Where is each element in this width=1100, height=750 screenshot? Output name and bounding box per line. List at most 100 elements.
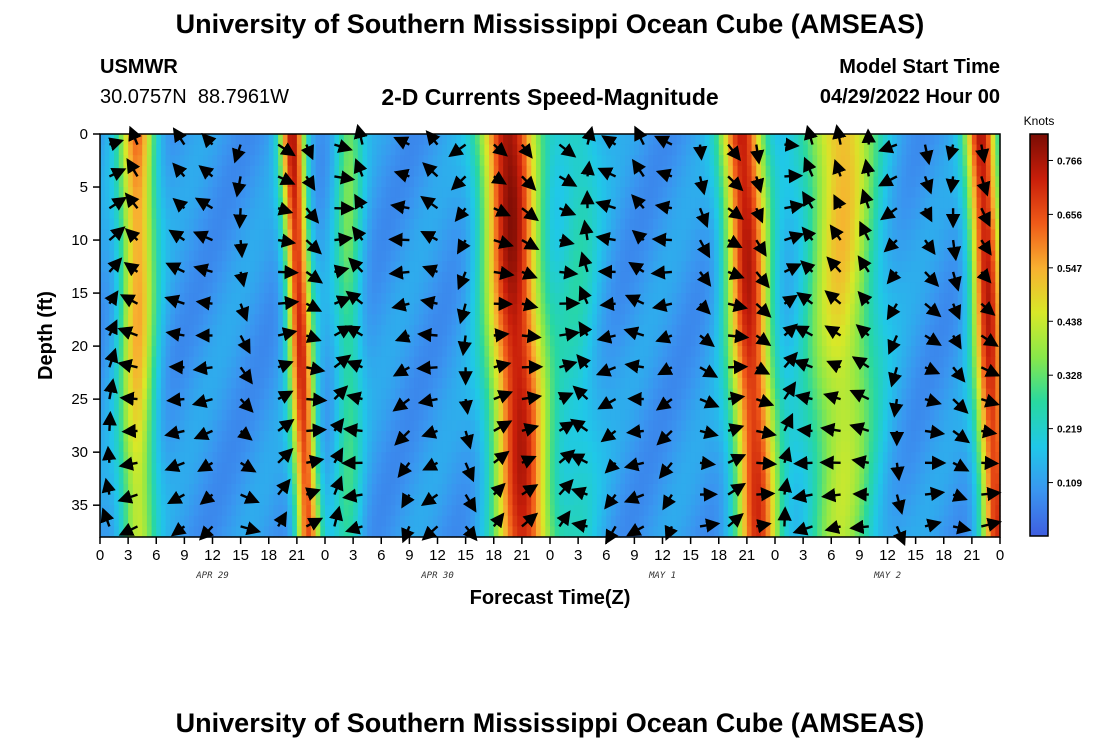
heatmap-cell [873,324,879,337]
heatmap-cell [835,187,842,199]
heatmap-cell [118,399,125,411]
heatmap-cell [259,303,265,315]
heatmap-cell [212,356,218,368]
heatmap-cell [362,335,368,347]
heatmap-cell [273,197,279,209]
heatmap-cell [517,314,523,326]
heatmap-cell [550,367,556,379]
heatmap-cell [362,367,368,379]
heatmap-cell [915,261,921,273]
heatmap-cell [845,187,851,199]
heatmap-cell [896,377,903,390]
heatmap-cell [723,388,729,400]
heatmap-cell [470,229,476,241]
heatmap-cell [226,187,232,199]
heatmap-cell [639,303,645,315]
heatmap-cell [985,314,992,326]
heatmap-cell [339,314,345,326]
heatmap-cell [840,144,846,156]
heatmap-cell [146,399,153,411]
heatmap-cell [498,134,504,146]
heatmap-cell [957,155,964,167]
heatmap-cell [582,208,589,220]
heatmap-cell [634,176,640,188]
heatmap-cell [812,356,818,368]
heatmap-cell [146,197,153,209]
heatmap-cell [779,377,785,390]
heatmap-cell [892,165,898,178]
heatmap-cell [521,229,528,241]
heatmap-cell [100,367,106,379]
heatmap-cell [334,335,340,347]
heatmap-cell [418,134,425,146]
heatmap-cell [653,314,659,326]
heatmap-cell [100,250,106,262]
heatmap-cell [479,303,485,315]
heatmap-cell [212,346,218,358]
heatmap-cell [535,346,542,358]
heatmap-cell [367,229,373,241]
heatmap-cell [301,261,307,273]
heatmap-cell [531,218,537,231]
heatmap-cell [915,218,921,231]
heatmap-cell [301,197,307,209]
heatmap-cell [995,324,1001,337]
heatmap-cell [723,208,729,220]
heatmap-cell [507,399,514,411]
heatmap-cell [742,303,748,315]
heatmap-cell [310,250,317,262]
heatmap-cell [746,144,753,156]
heatmap-cell [779,208,785,220]
heatmap-cell [165,176,171,188]
heatmap-cell [100,261,106,273]
heatmap-cell [460,155,467,167]
heatmap-cell [793,208,800,220]
heatmap-cell [540,303,546,315]
heatmap-cell [882,303,889,315]
heatmap-cell [493,187,500,199]
heatmap-cell [906,155,912,167]
heatmap-cell [643,346,650,358]
heatmap-cell [475,155,481,167]
heatmap-cell [193,240,200,252]
heatmap-cell [456,261,462,273]
heatmap-cell [109,240,115,252]
heatmap-cell [404,271,410,284]
heatmap-cell [235,197,242,209]
heatmap-cell [592,250,598,262]
heatmap-cell [892,197,898,209]
heatmap-cell [789,208,795,220]
heatmap-cell [451,261,457,273]
heatmap-cell [807,388,814,400]
heatmap-cell [714,346,720,358]
heatmap-cell [868,324,875,337]
heatmap-cell [690,388,696,400]
heatmap-cell [521,282,528,294]
heatmap-cell [901,324,907,337]
heatmap-cell [278,303,284,315]
heatmap-cell [353,314,359,326]
heatmap-cell [882,314,889,326]
heatmap-cell [493,399,500,411]
heatmap-cell [301,165,307,178]
heatmap-cell [610,176,617,188]
heatmap-cell [634,218,640,231]
heatmap-cell [156,218,162,231]
heatmap-cell [981,229,987,241]
heatmap-cell [953,261,959,273]
heatmap-cell [807,187,814,199]
heatmap-cell [109,208,115,220]
heatmap-cell [146,335,153,347]
heatmap-cell [423,218,429,231]
heatmap-cell [620,250,626,262]
heatmap-cell [868,293,875,305]
heatmap-cell [278,324,284,337]
heatmap-cell [625,314,631,326]
heatmap-cell [845,335,851,347]
heatmap-cell [320,165,326,178]
heatmap-cell [418,314,425,326]
heatmap-cell [142,165,148,178]
heatmap-cell [742,346,748,358]
heatmap-cell [573,134,579,146]
heatmap-cell [446,240,453,252]
